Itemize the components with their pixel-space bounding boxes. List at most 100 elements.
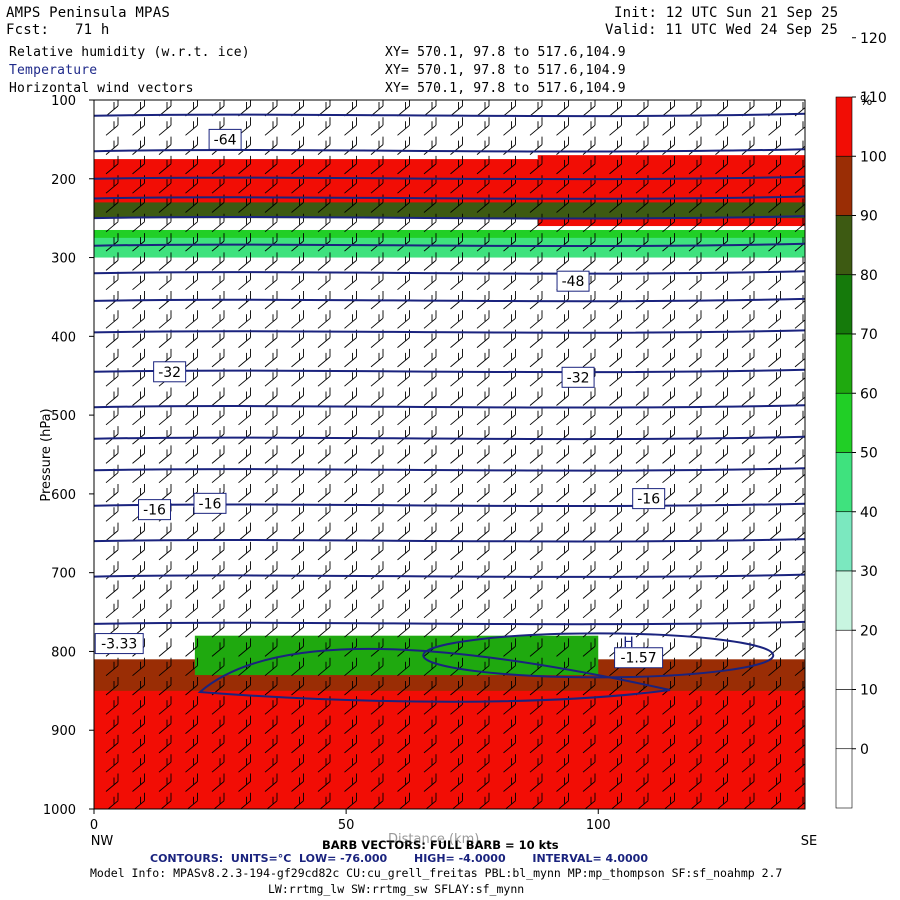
wind-barb [238, 100, 251, 117]
barb-staff [264, 588, 278, 599]
barb-staff [344, 453, 357, 464]
barb-staff [372, 800, 384, 809]
wind-barb [211, 638, 225, 657]
barb-staff [160, 800, 172, 809]
wind-barb [397, 754, 410, 773]
barb-staff [291, 433, 304, 445]
wind-barb [769, 792, 781, 809]
barb-staff [132, 356, 145, 368]
barb-staff [556, 646, 569, 657]
wind-barb [503, 599, 516, 619]
barb-staff [105, 761, 119, 773]
wind-barb [476, 657, 490, 677]
wind-barb [768, 638, 781, 657]
wind-barb [423, 100, 437, 117]
wind-barb [556, 117, 569, 136]
barb-staff [503, 395, 516, 406]
contour-label-box [614, 647, 664, 669]
wind-barb [317, 503, 331, 522]
barb-staff [450, 723, 463, 734]
barb-staff [211, 646, 225, 657]
barb-staff [688, 375, 702, 387]
barb-staff [582, 510, 596, 522]
barb-staff [794, 743, 805, 754]
wind-barb [238, 734, 251, 754]
wind-barb [158, 175, 172, 194]
wind-barb [715, 541, 728, 561]
wind-barb [158, 252, 172, 271]
wind-barb [158, 599, 172, 619]
wind-barb [132, 522, 145, 541]
wind-barb [741, 715, 755, 734]
temperature-contour [422, 632, 775, 679]
colorbar-label: 120 [860, 31, 887, 47]
barb-staff [423, 337, 437, 348]
wind-barb [185, 580, 198, 599]
barb-staff [476, 530, 490, 541]
barb-staff [344, 491, 357, 503]
colorbar-segment [835, 215, 853, 276]
wind-barb [317, 117, 331, 136]
wind-barb [635, 541, 649, 561]
contour-label-box [561, 366, 595, 388]
wind-barb [715, 599, 728, 619]
barb-staff [582, 472, 596, 484]
barb-staff [158, 317, 172, 329]
wind-barb [423, 715, 437, 734]
wind-barb [264, 599, 278, 619]
barb-staff [529, 703, 543, 715]
barb-staff [238, 703, 251, 715]
barb-staff [556, 549, 569, 561]
colorbar-label: 80 [860, 268, 878, 284]
barb-staff [105, 124, 119, 136]
wind-barb [317, 677, 331, 696]
barb-staff [105, 221, 119, 233]
wind-barb [635, 100, 649, 117]
contour-label: -16 [143, 503, 166, 519]
barb-staff [423, 279, 437, 291]
wind-barb [768, 155, 781, 175]
barb-staff [317, 375, 331, 387]
wind-barb [397, 657, 410, 677]
wind-barb [132, 117, 145, 136]
wind-barb [715, 734, 728, 754]
wind-barb [317, 754, 331, 773]
barb-staff [741, 549, 755, 561]
wind-barb [529, 310, 543, 329]
barb-staff [317, 472, 331, 484]
barb-staff [635, 279, 649, 291]
barb-staff [423, 124, 437, 136]
barb-staff [688, 260, 702, 271]
wind-barb [370, 387, 384, 406]
wind-barb [768, 464, 781, 484]
wind-barb [768, 657, 781, 677]
wind-barb [317, 484, 331, 503]
barb-staff [688, 530, 702, 541]
barb-staff [503, 356, 516, 368]
barb-staff [741, 761, 755, 773]
wind-barb [688, 522, 702, 541]
barb-staff [609, 221, 622, 233]
barb-staff [529, 414, 543, 426]
wind-barb [663, 792, 675, 809]
barb-staff [529, 395, 543, 406]
barb-staff [238, 510, 251, 522]
barb-staff [503, 260, 516, 271]
wind-barb [688, 561, 702, 580]
wind-barb [132, 484, 145, 503]
barb-staff [105, 781, 119, 792]
barb-staff [794, 377, 805, 387]
wind-barb [211, 619, 225, 638]
barb-staff [291, 703, 304, 715]
barb-staff [688, 202, 702, 213]
barb-staff [105, 684, 119, 696]
wind-barb [132, 175, 145, 194]
wind-barb [158, 541, 172, 561]
wind-barb [211, 271, 225, 291]
barb-staff [715, 221, 728, 233]
barb-staff [715, 472, 728, 484]
barb-staff [556, 472, 569, 484]
barb-staff [185, 317, 198, 329]
wind-barb [741, 252, 755, 271]
wind-barb [635, 715, 649, 734]
